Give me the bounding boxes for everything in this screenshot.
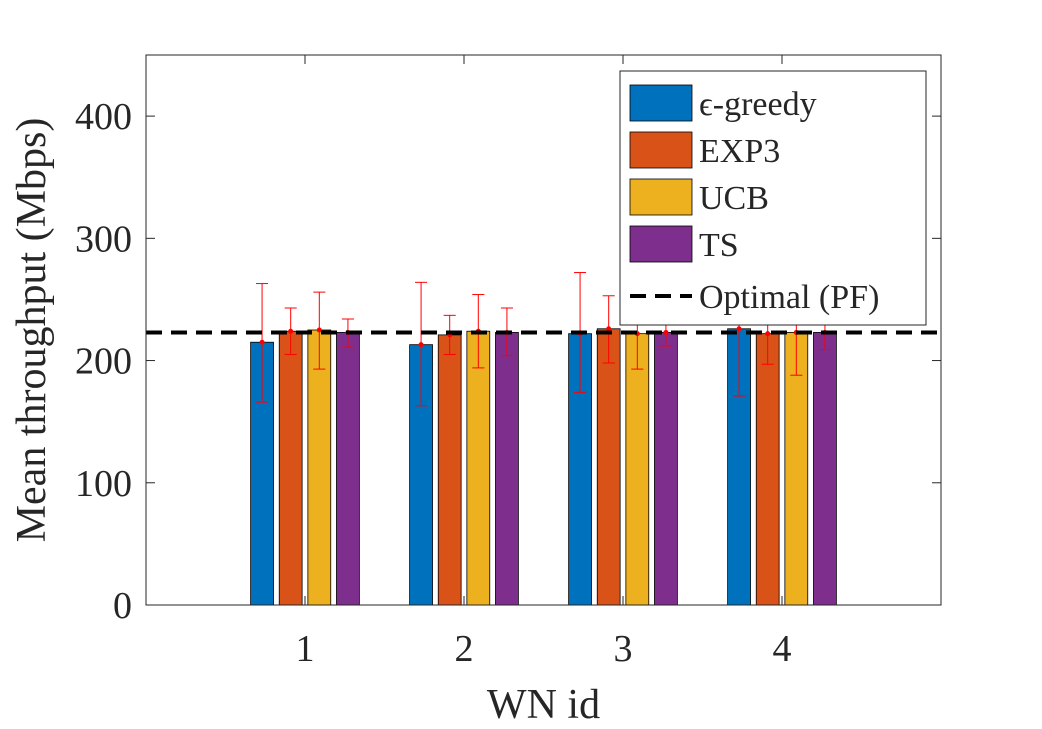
bar-ucb-1 (307, 329, 332, 606)
bar-exp3-4 (755, 333, 780, 606)
legend: ϵ-greedy EXP3 UCB TS Optimal (PF) (619, 70, 927, 326)
mean-marker (606, 326, 612, 332)
legend-swatch (629, 225, 693, 263)
bar-ts-4 (813, 332, 837, 606)
mean-marker (663, 329, 669, 335)
mean-marker (316, 327, 322, 333)
bar-ucb-2 (466, 330, 491, 606)
x-axis-label: WN id (487, 682, 600, 728)
legend-swatch (629, 131, 693, 169)
bar-ts-3 (654, 332, 678, 606)
mean-marker (765, 331, 771, 337)
ticks-layer: 0 100 200 300 400 1 2 3 4 (75, 55, 941, 670)
y-axis-label: Mean throughput (Mbps) (9, 118, 55, 543)
bar-ucb-3 (625, 333, 650, 606)
y-tick-label: 200 (75, 341, 132, 383)
legend-label-optimal: Optimal (PF) (699, 279, 879, 316)
legend-swatch (629, 84, 693, 122)
legend-label: EXP3 (699, 133, 780, 170)
bar-exp3-1 (278, 330, 303, 606)
x-tick-label: 2 (455, 628, 474, 670)
legend-swatch (629, 178, 693, 216)
x-tick-label: 4 (773, 628, 792, 670)
mean-marker (288, 328, 294, 334)
legend-label: TS (699, 227, 739, 264)
mean-marker (418, 342, 424, 348)
y-tick-label: 400 (75, 96, 132, 138)
plot-frame (145, 54, 942, 606)
y-tick-label: 300 (75, 218, 132, 260)
bar-ts-1 (336, 332, 360, 606)
bars-layer (250, 328, 837, 606)
y-tick-label: 100 (75, 463, 132, 505)
legend-label: UCB (699, 180, 769, 217)
mean-marker (736, 326, 742, 332)
x-tick-label: 1 (296, 628, 315, 670)
bar-ts-2 (495, 332, 519, 606)
bar-exp3-3 (596, 328, 621, 606)
y-tick-label: 0 (113, 585, 132, 627)
bar-exp3-2 (437, 334, 462, 606)
mean-marker (259, 339, 265, 345)
x-tick-label: 3 (614, 628, 633, 670)
legend-label: ϵ-greedy (699, 86, 817, 123)
